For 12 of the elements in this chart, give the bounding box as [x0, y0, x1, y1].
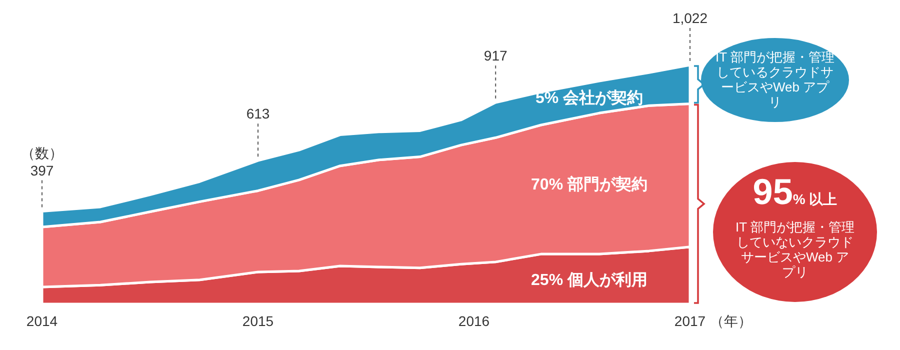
x-tick-label: 2017	[674, 313, 706, 329]
annotation: 1,022	[672, 10, 708, 26]
x-tick-label: 2016	[458, 313, 490, 329]
annotation: 917	[484, 48, 508, 64]
annotation: 613	[246, 106, 270, 122]
x-tick-label: 2014	[26, 313, 58, 329]
y-axis-title: （数）	[21, 145, 63, 161]
x-tick-label: 2015	[242, 313, 274, 329]
text: IT 部門が把握・管理していないクラウドサービスやWeb アプリ	[736, 220, 854, 280]
text: 95% 以上	[752, 171, 838, 212]
annotation: 397	[30, 162, 54, 178]
x-axis-title: （年）	[710, 313, 752, 329]
